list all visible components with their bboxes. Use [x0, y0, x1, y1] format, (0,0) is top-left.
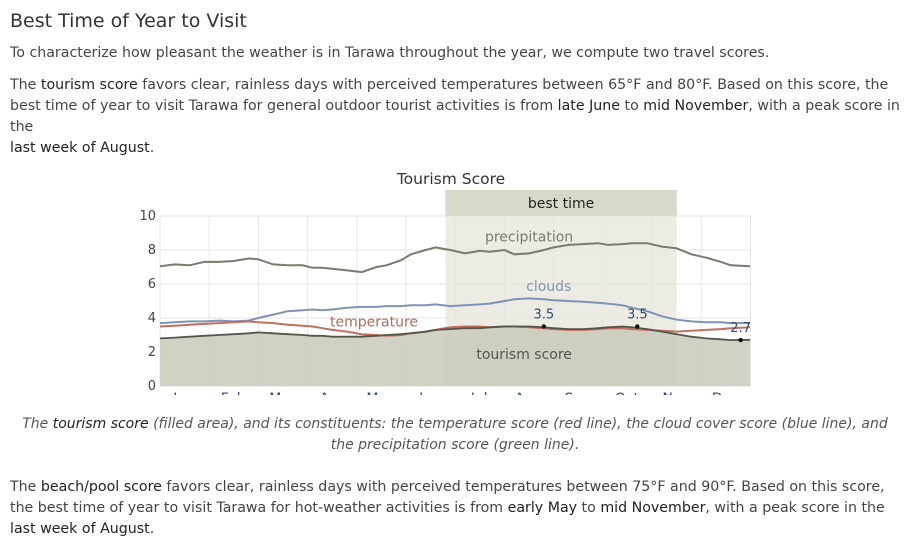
- intro-paragraph: To characterize how pleasant the weather…: [10, 45, 770, 61]
- beach-score-term: beach/pool score: [40, 479, 162, 495]
- y-tick-label: 4: [148, 311, 156, 326]
- chart-svg: Tourism Score 0 2 4 6 8 10 best time precipitati…: [139, 170, 751, 407]
- series-label-tourism-score: tourism score: [476, 347, 572, 363]
- x-tick-label: Mar: [269, 391, 296, 395]
- x-tick-label: Jan: [172, 391, 195, 395]
- y-tick-label: 8: [148, 243, 156, 258]
- x-tick-label: Aug: [515, 391, 542, 395]
- x-tick-label: Feb: [221, 391, 246, 395]
- series-line-tourism-score: [159, 325, 751, 342]
- x-tick-label: Sep: [564, 391, 591, 395]
- series-line-precipitation: [159, 242, 751, 274]
- tourism-text-1: favors clear, rainless days with perceiv…: [10, 77, 889, 114]
- x-tick-label: Jun: [418, 391, 441, 395]
- tourism-suffix: .: [149, 140, 155, 156]
- x-tick-label: May: [366, 391, 395, 395]
- tourism-score-term: tourism score: [40, 77, 138, 93]
- x-tick-label: Oct: [615, 391, 640, 395]
- tourism-prefix: The: [10, 77, 41, 93]
- caption-prefix: The: [22, 416, 53, 432]
- chart-title: Tourism Score: [396, 170, 505, 188]
- tourism-start: late June: [557, 98, 621, 114]
- beach-text-2: , with a peak score in the: [705, 500, 885, 516]
- best-time-header: [445, 190, 677, 216]
- x-tick-label: Dec: [712, 391, 739, 395]
- beach-prefix: The: [10, 479, 41, 495]
- chart-caption: The tourism score (filled area), and its…: [10, 414, 900, 456]
- tourism-peak: last week of August: [10, 140, 150, 156]
- caption-rest: (filled area), and its constituents: the…: [148, 416, 888, 453]
- tourism-score-area: [160, 326, 750, 386]
- section-heading: Best Time of Year to Visit: [10, 10, 247, 32]
- annotation-point: [541, 324, 547, 329]
- x-tick-label: Nov: [662, 391, 689, 395]
- beach-text-1: favors clear, rainless days with perceiv…: [10, 479, 885, 516]
- beach-suffix: .: [149, 521, 155, 537]
- beach-peak: last week of August: [10, 521, 150, 537]
- annotation-label: 3.5: [533, 308, 554, 323]
- series-line-clouds: [159, 297, 750, 325]
- annotation-label: 3.5: [627, 308, 648, 323]
- beach-end: mid November: [600, 500, 706, 516]
- annotation-label: 2.7: [730, 321, 751, 336]
- y-tick-label: 0: [148, 379, 156, 394]
- tourism-score-chart: Tourism Score 0 2 4 6 8 10 best time precipitati…: [10, 160, 900, 407]
- annotation-point: [738, 337, 743, 343]
- series-label-precipitation: precipitation: [485, 230, 573, 246]
- beach-paragraph: The beach/pool score favors clear, rainl…: [10, 477, 900, 540]
- annotation-point: [635, 324, 640, 329]
- tourism-end: mid November: [643, 98, 749, 114]
- caption-term: tourism score: [52, 416, 149, 432]
- y-tick-label: 10: [139, 209, 156, 224]
- x-tick-label: Jul: [470, 391, 488, 395]
- best-time-label: best time: [528, 196, 594, 212]
- series-label-clouds: clouds: [526, 279, 571, 295]
- series-line-temperature: [159, 320, 751, 337]
- beach-start: early May: [507, 500, 578, 516]
- series-label-temperature: temperature: [330, 315, 418, 331]
- x-tick-label: Apr: [320, 391, 344, 395]
- y-tick-label: 2: [148, 345, 156, 360]
- tourism-paragraph: The tourism score favors clear, rainless…: [10, 75, 900, 159]
- y-tick-label: 6: [148, 277, 156, 292]
- tourism-to: to: [620, 98, 644, 114]
- beach-to: to: [577, 500, 601, 516]
- tourism-text-2: , with a peak score in the: [10, 98, 900, 135]
